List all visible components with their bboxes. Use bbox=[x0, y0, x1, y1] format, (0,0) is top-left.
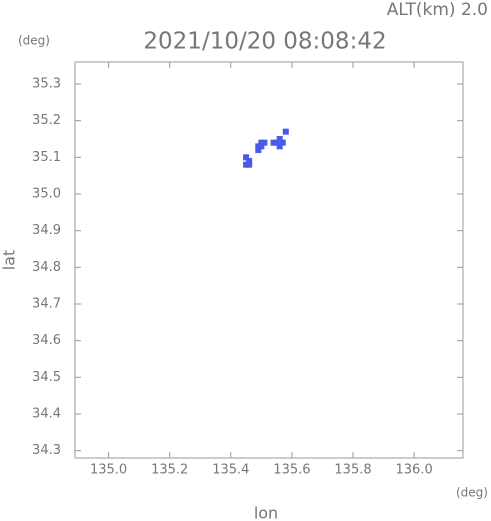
x-tick-label: 136.0 bbox=[396, 463, 433, 478]
x-tick-label: 135.2 bbox=[151, 463, 188, 478]
echo-point bbox=[258, 139, 265, 146]
y-tick-label: 34.7 bbox=[32, 297, 61, 312]
y-axis-label: lat bbox=[0, 250, 19, 271]
y-tick-label: 35.1 bbox=[32, 150, 61, 165]
y-tick-label: 34.3 bbox=[32, 443, 61, 458]
y-tick-label: 34.6 bbox=[32, 333, 61, 348]
echo-point bbox=[243, 161, 250, 168]
y-tick-label: 34.8 bbox=[32, 260, 61, 275]
echo-point bbox=[255, 147, 262, 153]
echo-point bbox=[276, 136, 283, 142]
echo-point bbox=[273, 139, 280, 146]
x-tick-label: 135.8 bbox=[334, 463, 371, 478]
echo-point bbox=[255, 143, 262, 150]
echo-point bbox=[270, 139, 277, 146]
y-unit: (deg) bbox=[18, 34, 50, 48]
x-tick-label: 135.0 bbox=[90, 463, 127, 478]
echo-point bbox=[276, 143, 283, 150]
altitude: ALT(km) 2.0 bbox=[387, 0, 488, 20]
echo-point bbox=[279, 139, 286, 146]
plot-frame bbox=[74, 61, 464, 459]
echo-point bbox=[261, 139, 268, 146]
y-tick-label: 34.9 bbox=[32, 223, 61, 238]
y-tick-label: 34.5 bbox=[32, 370, 61, 385]
y-tick-label: 34.4 bbox=[32, 407, 61, 422]
y-tick-label: 35.2 bbox=[32, 113, 61, 128]
y-tick-label: 35.3 bbox=[32, 77, 61, 92]
x-unit: (deg) bbox=[456, 486, 488, 500]
echo-point bbox=[246, 161, 253, 168]
x-tick-label: 135.4 bbox=[212, 463, 249, 478]
chart-title: 2021/10/20 08:08:42 bbox=[143, 29, 386, 55]
x-axis-label: lon bbox=[254, 504, 278, 521]
y-tick-label: 35.0 bbox=[32, 187, 61, 202]
x-tick-label: 135.6 bbox=[273, 463, 310, 478]
echo-point bbox=[246, 158, 253, 164]
echo-point bbox=[243, 154, 250, 161]
echo-point bbox=[258, 143, 265, 150]
echo-point bbox=[282, 128, 289, 135]
